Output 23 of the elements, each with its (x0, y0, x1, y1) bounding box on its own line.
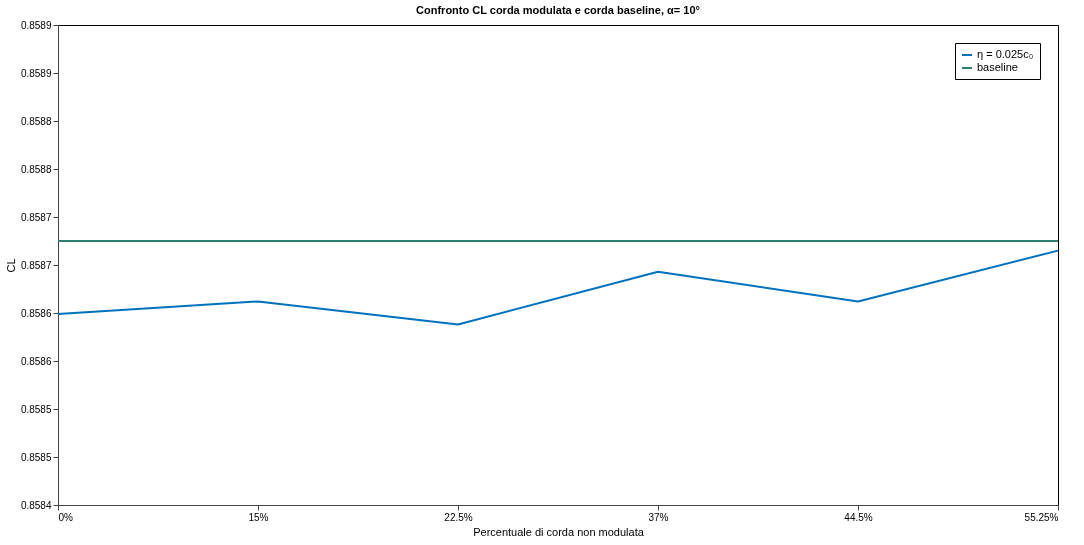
y-tick-label: 0.8586 (20, 307, 52, 319)
y-tick-label: 0.8585 (20, 451, 52, 463)
line-series (57, 249, 1059, 326)
y-axis-title: CL (4, 258, 17, 273)
x-tick-label: 37% (648, 511, 669, 523)
x-tick-label: 15% (248, 511, 269, 523)
y-tick-label: 0.8587 (20, 211, 52, 223)
y-tick-label: 0.8589 (20, 67, 52, 79)
chart-title: Confronto CL corda modulata e corda baseline, α= 10° (416, 4, 700, 16)
x-axis-title: Percentuale di corda non modulata (473, 525, 645, 538)
x-tick-label: 22.5% (444, 511, 473, 523)
y-tick-label: 0.8589 (20, 19, 52, 31)
x-tick-label: 55.25% (1024, 511, 1059, 523)
y-tick-label: 0.8586 (20, 355, 52, 367)
y-tick-label: 0.8587 (20, 259, 52, 271)
legend-label: η = 0.025c₀ (977, 48, 1034, 60)
legend-label: baseline (977, 61, 1018, 73)
y-tick-label: 0.8588 (20, 163, 52, 175)
x-tick-label: 44.5% (844, 511, 873, 523)
y-tick-label: 0.8585 (20, 403, 52, 415)
x-tick-label: 0% (58, 511, 74, 523)
y-tick-label: 0.8584 (20, 499, 52, 511)
y-tick-label: 0.8588 (20, 115, 52, 127)
